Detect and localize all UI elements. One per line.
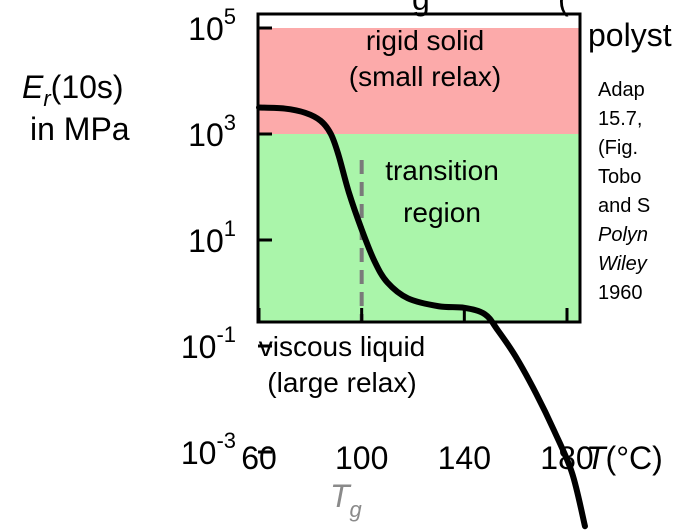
- y-tick-label: 101: [188, 216, 236, 259]
- x-tick-label: 100: [335, 440, 388, 476]
- chart-title: g ( polyst: [412, 0, 672, 53]
- y-axis-unit: in MPa: [30, 111, 130, 147]
- y-tick-label: 10-3: [181, 428, 236, 471]
- transition-label: transition: [385, 155, 499, 186]
- rigid-solid-label: rigid solid: [366, 25, 484, 56]
- y-tick-label: 10-1: [181, 322, 236, 365]
- x-axis-label: T(°C): [586, 440, 663, 476]
- annotation-line: Wiley: [598, 253, 648, 275]
- annotation-line: 1960: [598, 282, 643, 304]
- y-tick-label: 103: [188, 110, 236, 153]
- y-axis: 105 103 101 10-1 10-3: [181, 4, 272, 471]
- annotation-line: (Fig.: [598, 137, 638, 159]
- y-tick-label: 105: [188, 4, 236, 47]
- plot-frame: [256, 12, 582, 324]
- tg-label: Tg: [330, 478, 363, 522]
- title-fragment: polyst: [588, 17, 672, 53]
- modulus-curve: [256, 104, 588, 530]
- viscous-liquid-label: (large relax): [267, 367, 416, 398]
- viscous-liquid-label: viscous liquid: [259, 331, 426, 362]
- annotation-line: and S: [598, 195, 650, 217]
- x-axis: 60 100 140 180: [241, 308, 594, 476]
- annotation-line: 15.7,: [598, 108, 642, 130]
- title-fragment: (: [558, 0, 569, 17]
- annotation-line: Polyn: [598, 224, 648, 246]
- annotation-line: Adap: [598, 79, 645, 101]
- x-tick-label: 180: [540, 440, 593, 476]
- transition-region: [258, 134, 580, 322]
- x-tick-label: 140: [438, 440, 491, 476]
- annotation-line: Tobo: [598, 166, 641, 188]
- x-tick-label: 60: [241, 440, 277, 476]
- source-annotation: Adap 15.7, (Fig. Tobo and S Polyn Wiley 1960: [598, 79, 650, 304]
- y-axis-label: Er(10s): [22, 69, 124, 111]
- regions: rigid solid (small relax) transition region…: [258, 25, 580, 398]
- rigid-solid-label: (small relax): [349, 61, 501, 92]
- transition-label: region: [403, 197, 481, 228]
